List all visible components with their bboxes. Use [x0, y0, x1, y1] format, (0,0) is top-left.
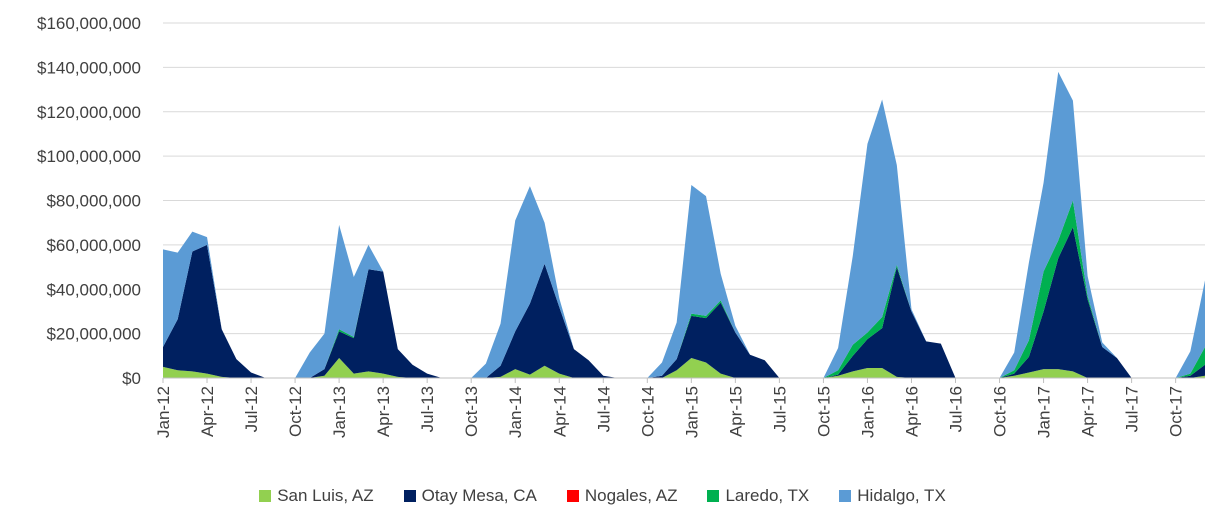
y-tick-label: $140,000,000 — [37, 58, 141, 77]
x-tick-label: Jan-12 — [154, 386, 173, 438]
x-tick-label: Jan-14 — [506, 386, 525, 438]
x-tick-label: Apr-16 — [902, 386, 921, 437]
y-axis: $0 $20,000,000 $40,000,000 $60,000,000 $80,0… — [37, 14, 141, 388]
x-tick-label: Jan-13 — [330, 386, 349, 438]
legend-item: San Luis, AZ — [259, 486, 374, 506]
y-tick-label: $60,000,000 — [46, 236, 141, 255]
legend: San Luis, AZ Otay Mesa, CA Nogales, AZ Lare… — [0, 486, 1205, 506]
legend-label: Hidalgo, TX — [857, 486, 946, 505]
legend-item: Hidalgo, TX — [839, 486, 946, 506]
x-axis: Jan-12 Apr-12 Jul-12 Oct-12 Jan-13 Apr-13 Jul-… — [154, 377, 1205, 438]
x-tick-label: Apr-15 — [726, 386, 745, 437]
y-tick-label: $40,000,000 — [46, 280, 141, 299]
x-tick-label: Apr-12 — [198, 386, 217, 437]
area-chart: $0 $20,000,000 $40,000,000 $60,000,000 $80,0… — [37, 14, 1205, 438]
x-tick-label: Jul-13 — [418, 386, 437, 432]
y-tick-label: $80,000,000 — [46, 192, 141, 211]
legend-label: Otay Mesa, CA — [421, 486, 537, 505]
x-tick-label: Jul-15 — [770, 386, 789, 432]
series-area-san-luis-az — [163, 358, 1205, 378]
x-tick-label: Jan-17 — [1035, 386, 1054, 438]
x-tick-label: Oct-14 — [638, 386, 657, 437]
legend-item: Nogales, AZ — [566, 486, 678, 506]
legend-label: Laredo, TX — [725, 486, 810, 505]
y-tick-label: $160,000,000 — [37, 14, 141, 33]
legend-swatch — [403, 490, 416, 502]
legend-label: Nogales, AZ — [584, 486, 678, 505]
legend-item: Otay Mesa, CA — [403, 486, 537, 506]
x-tick-label: Jul-12 — [242, 386, 261, 432]
y-tick-label: $0 — [122, 369, 141, 388]
legend-swatch — [259, 490, 272, 502]
x-tick-label: Jan-15 — [682, 386, 701, 438]
x-tick-label: Oct-15 — [814, 386, 833, 437]
x-tick-label: Jan-16 — [858, 386, 877, 438]
x-tick-label: Apr-14 — [550, 386, 569, 437]
x-tick-label: Jul-14 — [594, 386, 613, 432]
x-tick-label: Oct-17 — [1167, 386, 1186, 437]
x-tick-label: Apr-17 — [1079, 386, 1098, 437]
x-tick-label: Oct-16 — [991, 386, 1010, 437]
legend-swatch — [839, 490, 852, 502]
series-area-hidalgo-tx — [163, 71, 1205, 378]
legend-label: San Luis, AZ — [277, 486, 374, 505]
y-tick-label: $20,000,000 — [46, 325, 141, 344]
legend-swatch — [707, 490, 720, 502]
x-tick-label: Apr-13 — [374, 386, 393, 437]
x-tick-label: Oct-12 — [286, 386, 305, 437]
legend-item: Laredo, TX — [707, 486, 809, 506]
series-area-otay-mesa-ca — [163, 227, 1205, 378]
y-tick-label: $120,000,000 — [37, 103, 141, 122]
series-areas — [163, 71, 1205, 378]
legend-swatch — [566, 490, 579, 502]
x-tick-label: Oct-13 — [462, 386, 481, 437]
x-tick-label: Jul-17 — [1123, 386, 1142, 432]
x-tick-label: Jul-16 — [947, 386, 966, 432]
y-tick-label: $100,000,000 — [37, 147, 141, 166]
